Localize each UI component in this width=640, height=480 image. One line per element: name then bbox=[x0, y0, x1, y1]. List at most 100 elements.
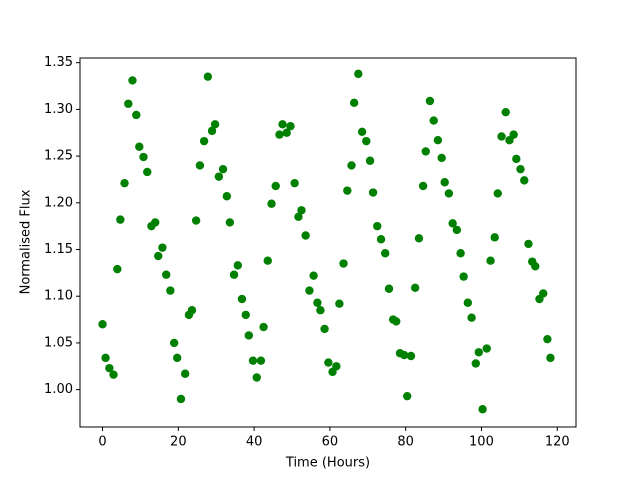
y-axis-label: Normalised Flux bbox=[19, 189, 34, 294]
data-point bbox=[278, 120, 287, 129]
data-point bbox=[406, 351, 416, 361]
y-tick-label: 1.15 bbox=[44, 242, 73, 257]
data-point bbox=[354, 69, 363, 79]
data-point bbox=[166, 286, 175, 295]
data-point bbox=[210, 120, 220, 129]
data-point bbox=[199, 136, 209, 146]
data-point bbox=[332, 362, 341, 371]
y-tick-label: 1.10 bbox=[44, 289, 73, 304]
data-point bbox=[271, 181, 280, 191]
data-point bbox=[187, 306, 197, 315]
data-point bbox=[203, 72, 213, 81]
data-point bbox=[101, 353, 110, 363]
data-point bbox=[392, 317, 401, 326]
data-point bbox=[497, 132, 506, 141]
data-point bbox=[237, 294, 247, 304]
y-tick-label: 1.20 bbox=[44, 195, 73, 210]
data-point bbox=[316, 306, 325, 315]
y-tick-label: 1.25 bbox=[44, 149, 73, 164]
data-point bbox=[429, 116, 438, 125]
data-point bbox=[373, 221, 382, 231]
data-point bbox=[151, 218, 160, 227]
data-point bbox=[263, 256, 272, 265]
y-tick-label: 1.05 bbox=[44, 335, 73, 350]
data-point bbox=[421, 147, 430, 156]
data-point bbox=[343, 186, 352, 195]
data-point bbox=[539, 289, 548, 298]
y-tick-label: 1.30 bbox=[44, 102, 73, 117]
data-point bbox=[368, 188, 378, 197]
data-point bbox=[98, 320, 107, 329]
data-point bbox=[459, 272, 468, 281]
data-point bbox=[357, 127, 367, 136]
data-point bbox=[402, 391, 412, 401]
data-point bbox=[252, 373, 261, 382]
data-point bbox=[448, 219, 457, 228]
data-point bbox=[109, 370, 118, 379]
data-point bbox=[135, 142, 144, 151]
data-point bbox=[313, 298, 322, 307]
data-point bbox=[282, 128, 291, 137]
data-point bbox=[301, 231, 310, 240]
x-tick-label: 60 bbox=[322, 435, 339, 450]
data-point bbox=[482, 344, 491, 353]
data-point bbox=[128, 76, 137, 85]
data-point bbox=[286, 121, 295, 131]
data-point bbox=[116, 215, 125, 224]
data-point bbox=[490, 233, 499, 242]
data-point bbox=[444, 189, 454, 198]
data-point bbox=[214, 172, 224, 181]
data-point bbox=[425, 96, 435, 106]
data-point bbox=[143, 167, 152, 177]
data-point bbox=[414, 234, 424, 243]
data-point bbox=[546, 353, 555, 363]
data-point bbox=[124, 99, 133, 108]
data-point bbox=[339, 259, 348, 268]
data-point bbox=[543, 334, 552, 344]
data-point bbox=[474, 348, 484, 357]
data-point bbox=[437, 153, 446, 163]
data-point bbox=[471, 359, 480, 368]
data-point bbox=[162, 270, 171, 279]
data-point bbox=[233, 261, 243, 270]
data-point bbox=[320, 324, 329, 334]
data-point bbox=[362, 136, 371, 146]
data-point bbox=[467, 313, 476, 322]
data-point bbox=[172, 353, 182, 363]
data-point bbox=[516, 164, 525, 174]
x-tick-label: 20 bbox=[170, 435, 187, 450]
data-point bbox=[365, 156, 375, 165]
data-point bbox=[229, 270, 239, 279]
x-axis-label: Time (Hours) bbox=[285, 456, 370, 471]
data-point bbox=[463, 298, 473, 307]
data-point bbox=[335, 299, 344, 308]
data-point bbox=[493, 189, 502, 198]
data-point bbox=[139, 152, 148, 162]
data-point bbox=[169, 338, 179, 348]
data-point bbox=[275, 130, 284, 139]
data-point bbox=[376, 235, 386, 244]
data-point bbox=[176, 394, 186, 404]
data-point bbox=[531, 262, 540, 271]
data-point bbox=[222, 192, 232, 201]
data-point bbox=[297, 206, 306, 215]
data-point bbox=[347, 161, 356, 170]
x-tick-label: 0 bbox=[98, 435, 106, 450]
data-point bbox=[290, 178, 299, 188]
data-point bbox=[452, 225, 462, 235]
data-point bbox=[158, 243, 167, 252]
data-point bbox=[207, 126, 217, 136]
data-point bbox=[399, 350, 409, 360]
data-point bbox=[512, 154, 521, 164]
data-point bbox=[381, 249, 390, 258]
data-point bbox=[309, 271, 318, 280]
x-tick-label: 120 bbox=[545, 435, 570, 450]
data-point bbox=[349, 98, 359, 108]
data-point bbox=[154, 251, 163, 261]
x-tick-label: 40 bbox=[246, 435, 263, 450]
data-point bbox=[418, 181, 428, 191]
data-point bbox=[294, 212, 303, 222]
data-point bbox=[120, 178, 129, 188]
